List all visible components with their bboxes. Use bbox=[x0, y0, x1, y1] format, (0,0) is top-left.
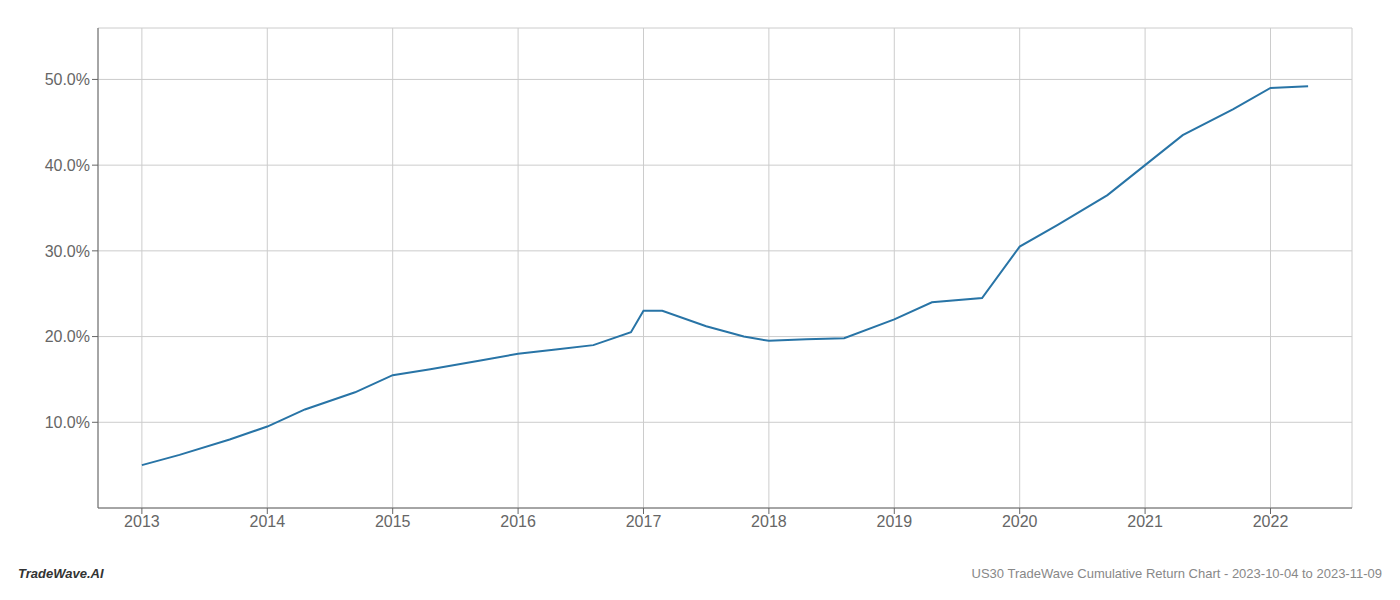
svg-text:30.0%: 30.0% bbox=[45, 243, 90, 260]
svg-text:2019: 2019 bbox=[876, 513, 912, 530]
svg-text:2020: 2020 bbox=[1002, 513, 1038, 530]
svg-text:2013: 2013 bbox=[124, 513, 160, 530]
svg-text:20.0%: 20.0% bbox=[45, 328, 90, 345]
svg-text:2014: 2014 bbox=[249, 513, 285, 530]
svg-text:40.0%: 40.0% bbox=[45, 157, 90, 174]
html-text:TradeWave.AI: TradeWave.AI bbox=[18, 565, 104, 581]
svg-text:2018: 2018 bbox=[751, 513, 787, 530]
svg-text:2021: 2021 bbox=[1127, 513, 1163, 530]
html-text:US30 TradeWave Cumulative Retu: US30 TradeWave Cumulative Return Chart -… bbox=[971, 565, 1382, 581]
svg-text:10.0%: 10.0% bbox=[45, 414, 90, 431]
svg-text:2015: 2015 bbox=[375, 513, 411, 530]
svg-text:50.0%: 50.0% bbox=[45, 71, 90, 88]
svg-text:2022: 2022 bbox=[1253, 513, 1289, 530]
svg-text:2017: 2017 bbox=[626, 513, 662, 530]
svg-text:2016: 2016 bbox=[500, 513, 536, 530]
